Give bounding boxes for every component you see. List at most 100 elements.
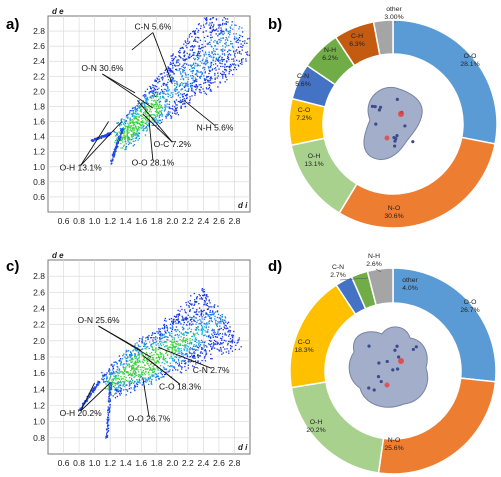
data-point xyxy=(130,369,132,372)
data-point xyxy=(137,127,140,129)
data-point xyxy=(170,344,172,346)
data-point xyxy=(199,362,202,364)
data-point xyxy=(106,424,109,427)
data-point xyxy=(172,354,175,356)
data-point xyxy=(149,108,151,110)
data-point xyxy=(149,109,151,111)
data-point xyxy=(220,27,222,29)
data-point xyxy=(235,64,237,66)
data-point xyxy=(179,321,181,324)
data-point xyxy=(120,388,123,390)
data-point xyxy=(155,344,157,346)
data-point xyxy=(155,91,157,93)
data-point xyxy=(196,345,198,348)
data-point xyxy=(215,48,217,50)
data-point xyxy=(159,369,162,371)
data-point xyxy=(132,358,134,361)
data-point xyxy=(144,357,146,359)
data-point xyxy=(117,373,119,375)
data-point xyxy=(151,104,153,106)
data-point xyxy=(162,96,165,98)
data-point xyxy=(170,116,173,118)
data-point xyxy=(178,362,180,364)
data-point xyxy=(146,380,149,382)
data-point xyxy=(199,77,201,79)
data-point xyxy=(138,113,140,116)
y-tick-label: 0.8 xyxy=(33,177,45,187)
data-point xyxy=(162,366,165,368)
data-point xyxy=(165,105,167,107)
data-point xyxy=(233,60,235,62)
data-point xyxy=(142,129,145,131)
data-point xyxy=(126,130,128,132)
data-point xyxy=(229,341,231,343)
data-point xyxy=(128,112,131,114)
data-point xyxy=(161,113,163,115)
data-point xyxy=(130,358,133,361)
data-point xyxy=(189,303,192,305)
data-point xyxy=(177,365,180,367)
data-point xyxy=(197,41,199,43)
data-point xyxy=(215,340,217,343)
data-point xyxy=(191,335,194,338)
data-point xyxy=(153,375,155,377)
data-point xyxy=(150,344,152,346)
data-point xyxy=(186,355,189,358)
data-point xyxy=(155,80,157,82)
data-point xyxy=(181,340,183,342)
data-point xyxy=(217,331,219,333)
data-point xyxy=(209,90,211,92)
data-point xyxy=(121,370,123,373)
data-point xyxy=(232,73,234,76)
y-tick-label: 2.4 xyxy=(33,56,45,66)
data-point xyxy=(130,382,132,385)
data-point xyxy=(184,99,186,101)
data-point xyxy=(121,136,123,139)
data-point xyxy=(200,320,202,322)
slice-value-label: 18.3% xyxy=(294,347,313,354)
data-point xyxy=(201,347,203,349)
data-point xyxy=(208,66,210,69)
data-point xyxy=(154,373,156,375)
data-point xyxy=(194,333,196,335)
data-point xyxy=(196,80,198,82)
x-tick-label: 0.6 xyxy=(58,458,70,468)
data-point xyxy=(106,422,108,424)
data-point xyxy=(175,326,178,328)
data-point xyxy=(116,371,119,374)
data-point xyxy=(183,348,185,350)
data-point xyxy=(167,112,169,114)
data-point xyxy=(198,329,200,331)
data-point xyxy=(167,93,169,96)
data-point xyxy=(191,348,194,351)
data-point xyxy=(206,330,209,333)
data-point xyxy=(137,374,140,376)
data-point xyxy=(193,333,195,336)
data-point xyxy=(189,82,192,85)
data-point xyxy=(197,356,199,359)
data-point xyxy=(179,47,182,50)
data-point xyxy=(108,397,110,399)
data-point xyxy=(201,73,203,75)
data-point xyxy=(125,366,127,368)
data-point xyxy=(138,122,141,125)
data-point xyxy=(141,348,143,351)
data-point xyxy=(109,373,112,375)
data-point xyxy=(162,77,164,79)
data-point xyxy=(191,318,193,320)
y-tick-label: 2.8 xyxy=(33,26,45,36)
data-point xyxy=(150,88,152,90)
data-point xyxy=(221,316,223,318)
data-point xyxy=(177,309,179,312)
data-point xyxy=(148,357,150,360)
data-point xyxy=(215,333,217,335)
data-point xyxy=(183,345,185,347)
data-point xyxy=(123,128,125,130)
data-point xyxy=(219,33,222,35)
data-point xyxy=(189,352,191,354)
data-point xyxy=(138,378,141,380)
data-point xyxy=(187,360,189,363)
data-point xyxy=(180,93,182,95)
data-point xyxy=(143,102,145,105)
data-point xyxy=(210,343,213,345)
